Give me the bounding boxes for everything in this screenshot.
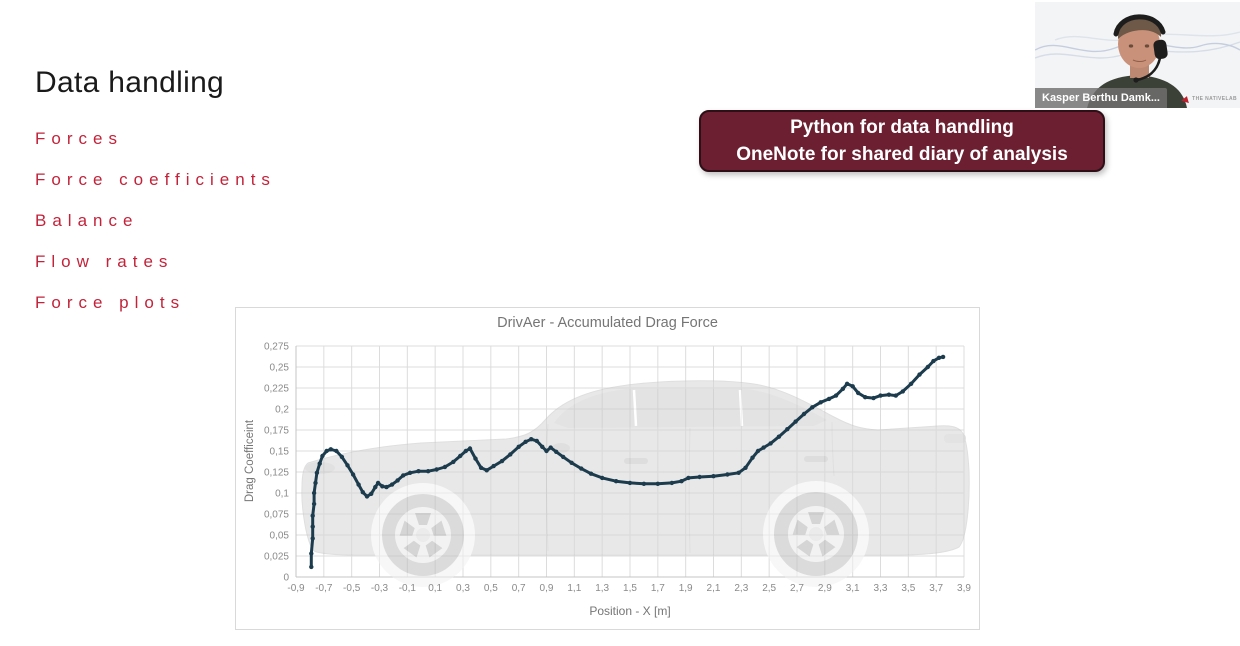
svg-text:0,9: 0,9 [540,583,554,594]
svg-text:-0,1: -0,1 [399,583,417,594]
axis-tick-labels: -0,9 -0,7 -0,5 -0,3 -0,1 0,1 0,3 0,5 0,7 0,9 1,1 1,… [264,342,971,595]
svg-text:1,3: 1,3 [595,583,609,594]
headset-band [1113,14,1166,37]
car-taillight [944,434,966,443]
svg-text:-0,5: -0,5 [343,583,361,594]
topic-item-balance: Balance [35,211,139,230]
svg-text:0,225: 0,225 [264,384,289,395]
topic-list: Forces Force coefficients Balance Flow r… [35,118,276,323]
svg-text:1,1: 1,1 [567,583,581,594]
svg-text:3,1: 3,1 [846,583,860,594]
svg-text:2,9: 2,9 [818,583,832,594]
topic-item-force-coefficients: Force coefficients [35,170,276,189]
svg-text:-0,7: -0,7 [315,583,333,594]
callout-line-1: Python for data handling [790,117,1014,138]
chart-title: DrivAer - Accumulated Drag Force [497,315,718,331]
svg-text:0,2: 0,2 [275,405,289,416]
svg-text:3,9: 3,9 [957,583,971,594]
car-rear-wheel [763,481,869,587]
car-watermark [301,380,970,587]
svg-text:1,7: 1,7 [651,583,665,594]
car-headlight [305,462,335,474]
callout-line-2: OneNote for shared diary of analysis [736,144,1068,165]
lab-logo-icon [1181,94,1191,104]
headset-mic-boom [1136,57,1162,82]
svg-text:0,5: 0,5 [484,583,498,594]
headset-earcup [1153,39,1168,60]
svg-text:3,3: 3,3 [874,583,888,594]
svg-text:0,3: 0,3 [456,583,470,594]
svg-text:2,7: 2,7 [790,583,804,594]
svg-text:0,025: 0,025 [264,552,289,563]
svg-text:1,9: 1,9 [679,583,693,594]
svg-text:-0,3: -0,3 [371,583,389,594]
svg-text:0,1: 0,1 [275,489,289,500]
headset-mic [1133,77,1139,83]
lab-logo-text: THE NATIVELAB [1192,96,1237,102]
drag-force-chart: DrivAer - Accumulated Drag Force Drag Co… [235,307,980,630]
lab-logo: THE NATIVELAB [1181,94,1237,104]
svg-text:0: 0 [283,573,289,584]
svg-text:3,5: 3,5 [901,583,915,594]
callout-box: Python for data handling OneNote for sha… [699,110,1105,172]
webcam-tile: Kasper Berthu Damk... THE NATIVELAB [1035,2,1240,108]
svg-text:3,7: 3,7 [929,583,943,594]
svg-text:0,7: 0,7 [512,583,526,594]
svg-text:0,1: 0,1 [428,583,442,594]
svg-text:0,05: 0,05 [270,531,290,542]
drag-curve [309,354,946,570]
car-front-wheel [371,483,475,587]
car-door-handle-front [624,458,648,464]
svg-text:0,175: 0,175 [264,426,289,437]
car-glasshouse [554,389,827,428]
participant-name-badge: Kasper Berthu Damk... [1035,88,1167,108]
svg-text:1,5: 1,5 [623,583,637,594]
plot-area: -0,9 -0,7 -0,5 -0,3 -0,1 0,1 0,3 0,5 0,7 0,9 1,1 1,… [264,342,971,595]
topic-item-flow-rates: Flow rates [35,252,174,271]
svg-text:0,25: 0,25 [270,363,290,374]
svg-text:2,5: 2,5 [762,583,776,594]
x-axis-title: Position - X [m] [589,604,671,618]
svg-text:2,1: 2,1 [707,583,721,594]
svg-text:0,15: 0,15 [270,447,290,458]
slide-title: Data handling [35,66,225,100]
svg-text:0,275: 0,275 [264,342,289,353]
topic-item-forces: Forces [35,129,123,148]
car-door-handle-rear [804,456,828,462]
svg-text:2,3: 2,3 [734,583,748,594]
topic-item-force-plots: Force plots [35,293,186,312]
svg-text:0,075: 0,075 [264,510,289,521]
svg-text:-0,9: -0,9 [287,583,305,594]
svg-text:0,125: 0,125 [264,468,289,479]
